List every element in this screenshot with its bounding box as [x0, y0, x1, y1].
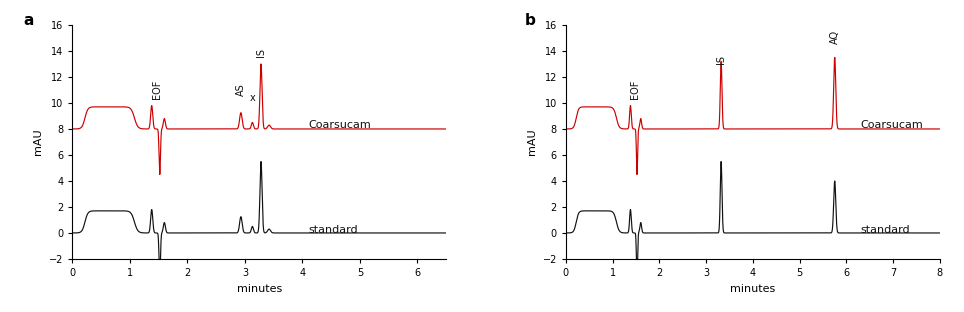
Text: x: x [250, 93, 255, 103]
Text: standard: standard [308, 225, 358, 235]
Text: IS: IS [256, 48, 266, 57]
X-axis label: minutes: minutes [236, 284, 281, 294]
Text: EOF: EOF [629, 80, 640, 99]
Text: standard: standard [861, 225, 910, 235]
Text: AQ: AQ [830, 30, 840, 44]
Text: IS: IS [716, 55, 726, 64]
Text: Coarsucam: Coarsucam [308, 120, 371, 130]
Y-axis label: mAU: mAU [34, 129, 43, 155]
Text: AS: AS [236, 84, 246, 96]
Text: b: b [524, 13, 536, 28]
Text: EOF: EOF [152, 80, 162, 99]
X-axis label: minutes: minutes [731, 284, 776, 294]
Y-axis label: mAU: mAU [527, 129, 537, 155]
Text: a: a [24, 13, 34, 28]
Text: Coarsucam: Coarsucam [861, 120, 924, 130]
